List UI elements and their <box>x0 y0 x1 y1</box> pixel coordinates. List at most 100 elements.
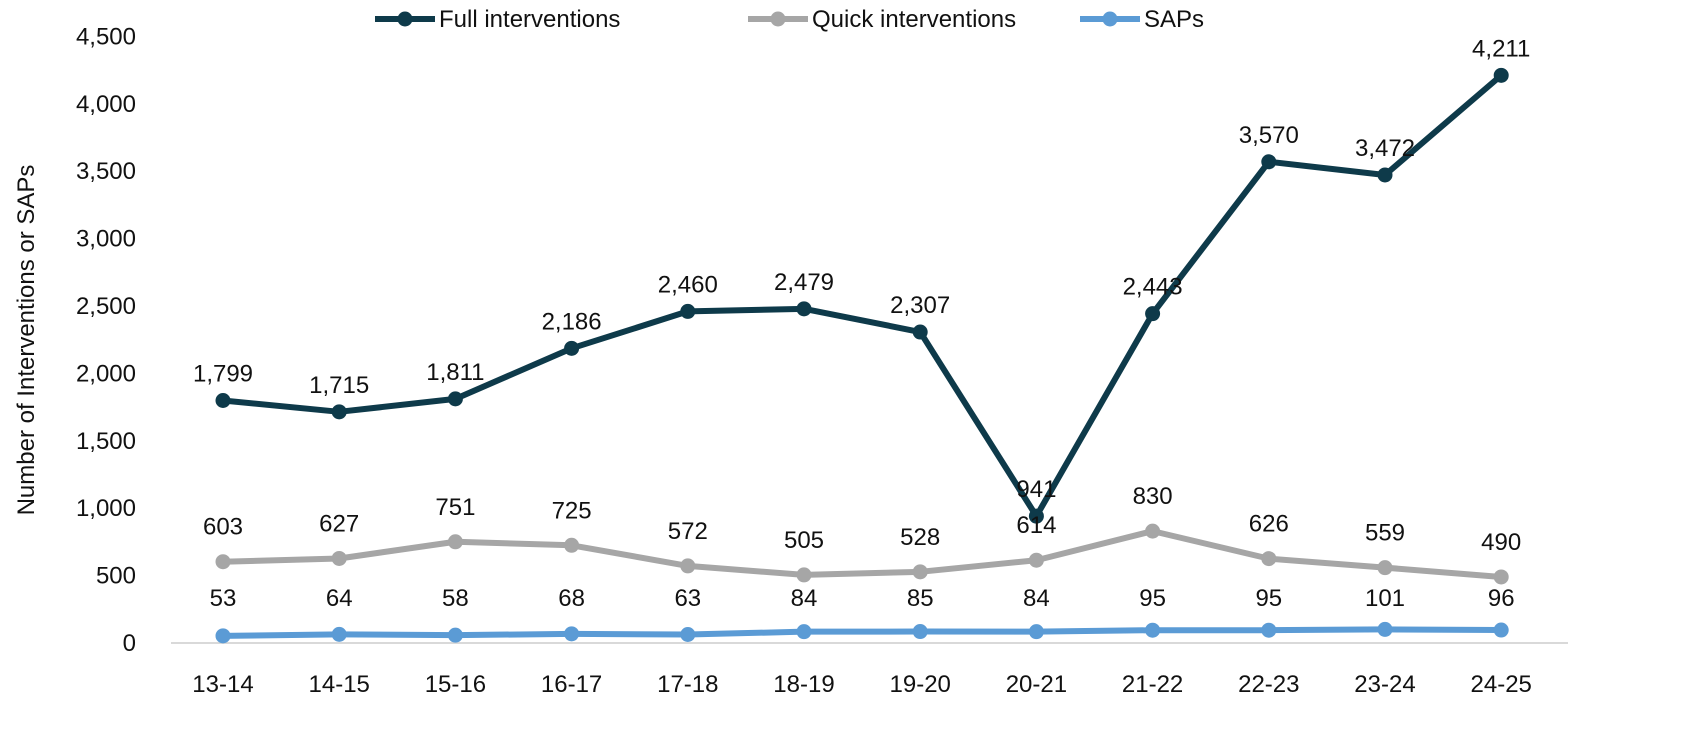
quick-interventions-data-label: 559 <box>1365 520 1405 547</box>
saps-point <box>1493 622 1509 638</box>
quick-interventions-data-label: 490 <box>1481 529 1521 556</box>
quick-interventions-point <box>912 564 928 580</box>
full-interventions-data-label: 3,570 <box>1239 122 1299 149</box>
full-interventions-data-label: 1,715 <box>309 372 369 399</box>
full-interventions-data-label: 2,479 <box>774 269 834 296</box>
saps-legend-marker <box>1102 11 1118 27</box>
quick-interventions-data-label: 627 <box>319 510 359 537</box>
x-tick-label: 19-20 <box>890 671 951 698</box>
full-interventions-data-label: 2,460 <box>658 271 718 298</box>
full-interventions-point <box>1493 67 1509 83</box>
quick-interventions-point <box>1145 523 1161 539</box>
x-tick-label: 22-23 <box>1238 671 1299 698</box>
saps-point <box>912 624 928 640</box>
x-axis-ticks: 13-14 14-15 15-16 16-17 17-18 18-19 19-20 20-21… <box>192 671 1532 698</box>
quick-interventions-data-label: 528 <box>900 524 940 551</box>
saps-point <box>1261 622 1277 638</box>
quick-interventions-data-label: 626 <box>1249 511 1289 538</box>
x-tick-label: 14-15 <box>309 671 370 698</box>
quick-interventions-point <box>564 537 580 553</box>
quick-interventions-data-label: 751 <box>435 494 475 521</box>
x-tick-label: 17-18 <box>657 671 718 698</box>
saps-point <box>1028 624 1044 640</box>
full-interventions-data-label: 3,472 <box>1355 135 1415 162</box>
full-interventions-data-label: 941 <box>1016 476 1056 503</box>
quick-interventions-line <box>220 528 1505 580</box>
x-tick-label: 13-14 <box>192 671 253 698</box>
full-interventions-point <box>564 340 580 356</box>
saps-data-label: 58 <box>442 585 469 612</box>
saps-data-label: 68 <box>558 585 585 612</box>
saps-point <box>1145 622 1161 638</box>
full-interventions-data-label: 4,211 <box>1472 35 1530 62</box>
saps-data-label: 95 <box>1139 585 1166 612</box>
quick-interventions-point <box>1261 551 1277 567</box>
quick-interventions-data-label: 603 <box>203 514 243 541</box>
x-tick-label: 24-25 <box>1471 671 1532 698</box>
saps-point <box>796 624 812 640</box>
legend: Full interventions Quick interventions SAP… <box>375 6 1204 33</box>
quick-interventions-data-label: 725 <box>552 497 592 524</box>
saps-point <box>564 626 580 642</box>
saps-point <box>1377 621 1393 637</box>
y-tick-label: 500 <box>96 563 136 590</box>
full-interventions-data-label: 2,307 <box>890 292 950 319</box>
x-tick-label: 20-21 <box>1006 671 1067 698</box>
x-tick-label: 18-19 <box>773 671 834 698</box>
full-interventions-point <box>1377 167 1393 183</box>
full-interventions-data-label: 2,443 <box>1123 274 1183 301</box>
full-interventions-point <box>215 392 231 408</box>
x-tick-label: 23-24 <box>1354 671 1415 698</box>
full-interventions-point <box>447 391 463 407</box>
saps-data-label: 84 <box>1023 585 1050 612</box>
full-interventions-point <box>1261 154 1277 170</box>
saps-point <box>331 626 347 642</box>
full-interventions-point <box>912 324 928 340</box>
quick-interventions-point <box>1377 560 1393 576</box>
y-axis-ticks: 0 500 1,000 1,500 2,000 2,500 3,000 3,500 4,000 4… <box>76 23 136 657</box>
quick-interventions-point <box>447 534 463 550</box>
quick-interventions-point <box>680 558 696 574</box>
saps-data-label: 85 <box>907 585 934 612</box>
saps-point <box>215 628 231 644</box>
saps-line <box>220 626 1505 639</box>
full-interventions-point <box>331 404 347 420</box>
y-axis-title: Number of Interventions or SAPs <box>13 165 40 516</box>
full-interventions-data-label: 2,186 <box>542 308 602 335</box>
quick-interventions-legend-label: Quick interventions <box>812 6 1016 33</box>
full-interventions-data-label: 1,799 <box>193 360 253 387</box>
full-interventions-point <box>1028 508 1044 524</box>
y-tick-label: 3,500 <box>76 158 136 185</box>
y-tick-label: 3,000 <box>76 226 136 253</box>
full-interventions-data-label: 1,811 <box>426 359 484 386</box>
quick-interventions-data-label: 614 <box>1016 512 1056 539</box>
saps-point <box>447 627 463 643</box>
quick-interventions-data-label: 830 <box>1133 483 1173 510</box>
quick-interventions-point <box>215 554 231 570</box>
y-tick-label: 4,000 <box>76 91 136 118</box>
saps-data-label: 101 <box>1365 585 1405 612</box>
full-interventions-legend-marker <box>397 11 413 27</box>
series-layer <box>215 67 1509 644</box>
full-interventions-line <box>220 72 1505 520</box>
saps-point <box>680 627 696 643</box>
saps-legend-label: SAPs <box>1144 6 1204 33</box>
quick-interventions-point <box>1028 552 1044 568</box>
y-tick-label: 2,000 <box>76 360 136 387</box>
saps-data-label: 96 <box>1488 585 1515 612</box>
quick-interventions-point <box>796 567 812 583</box>
saps-data-label: 95 <box>1255 585 1282 612</box>
y-tick-label: 0 <box>123 630 136 657</box>
full-interventions-point <box>680 303 696 319</box>
y-tick-label: 4,500 <box>76 23 136 50</box>
saps-data-label: 84 <box>791 585 818 612</box>
quick-interventions-point <box>331 550 347 566</box>
quick-interventions-data-label: 572 <box>668 518 708 545</box>
full-interventions-legend-label: Full interventions <box>439 6 620 33</box>
saps-data-label: 63 <box>674 585 701 612</box>
quick-interventions-point <box>1493 569 1509 585</box>
x-tick-label: 16-17 <box>541 671 602 698</box>
full-interventions-point <box>796 301 812 317</box>
saps-data-label: 64 <box>326 585 353 612</box>
